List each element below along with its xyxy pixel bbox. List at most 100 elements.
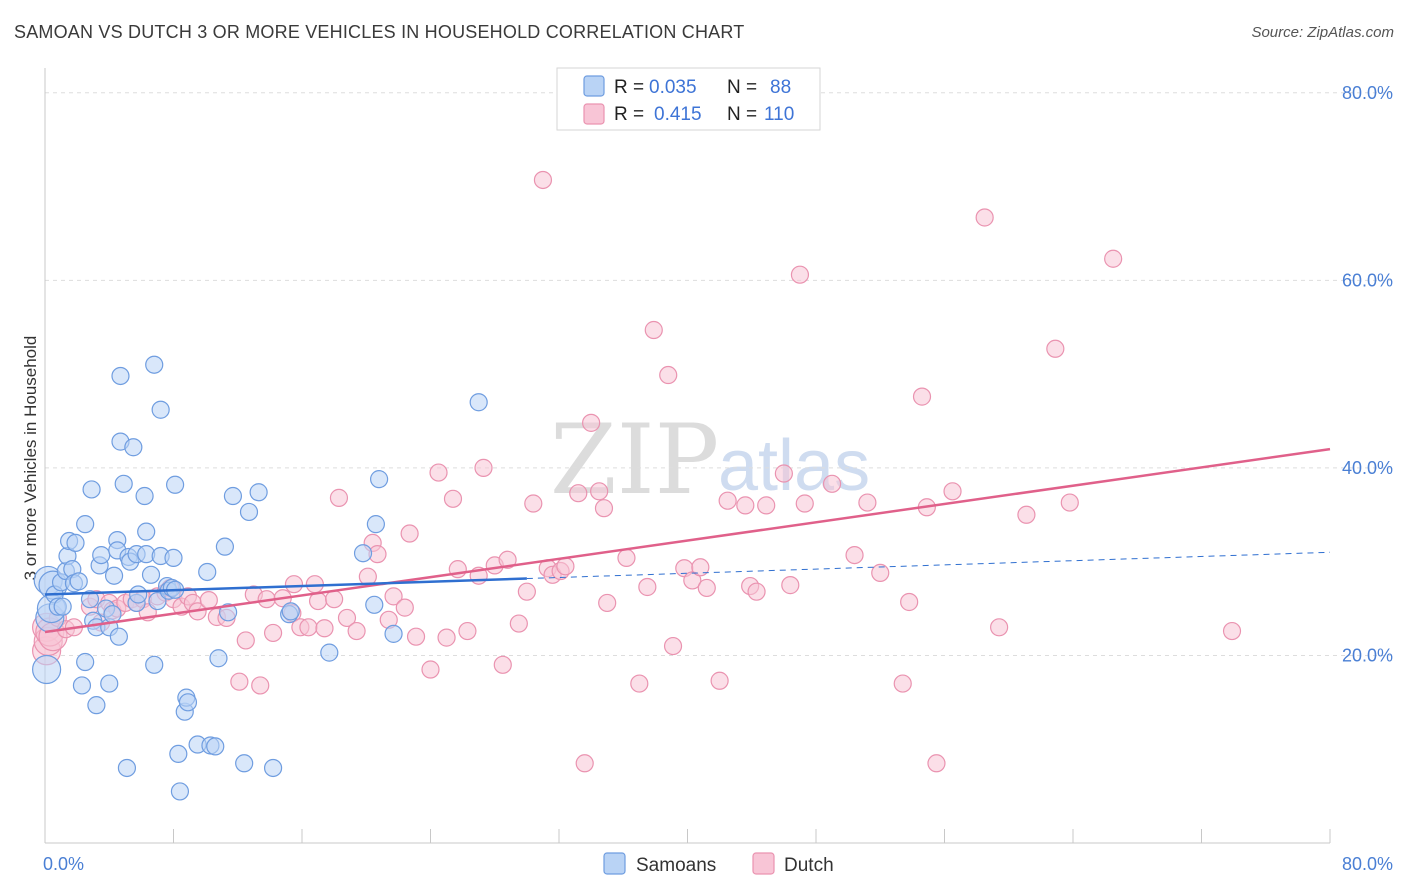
samoans-point <box>103 605 122 624</box>
chart-title: SAMOAN VS DUTCH 3 OR MORE VEHICLES IN HO… <box>14 22 745 42</box>
samoans-point <box>87 696 106 715</box>
dutch-point <box>927 754 946 773</box>
dutch-point <box>315 619 334 638</box>
dutch-point <box>617 548 636 568</box>
watermark-atlas: atlas <box>718 426 870 506</box>
dutch-point <box>337 608 357 628</box>
dutch-point <box>230 672 249 691</box>
axes <box>44 68 1331 844</box>
dutch-point <box>659 365 678 385</box>
dutch-point <box>1017 505 1036 524</box>
samoans-point <box>117 758 137 778</box>
samoans-point <box>164 548 183 568</box>
samoans-point <box>114 474 133 493</box>
samoans-point <box>111 366 130 386</box>
dutch-point <box>774 464 793 483</box>
samoans-point <box>145 355 164 374</box>
samoans-point <box>166 475 185 494</box>
dutch-trend-line <box>44 447 1331 634</box>
dutch-point <box>893 674 912 693</box>
samoans-point <box>198 562 217 582</box>
dutch-point <box>990 618 1009 637</box>
dutch-point <box>781 576 800 595</box>
series-legend-swatch-dutch <box>752 852 775 875</box>
dutch-point <box>575 754 594 773</box>
dutch-point <box>757 496 776 515</box>
x-tick-label: 0.0% <box>43 854 84 874</box>
legend-r-value-samoans: 0.035 <box>649 77 697 98</box>
samoans-point <box>151 400 170 419</box>
dutch-point <box>329 488 349 507</box>
samoans-point <box>281 602 300 621</box>
dutch-point <box>638 577 657 597</box>
dutch-point <box>474 458 493 477</box>
dutch-point <box>493 655 512 674</box>
samoans-point <box>32 654 62 685</box>
samoans-point <box>109 627 128 646</box>
dutch-point <box>845 545 864 565</box>
dutch-point <box>598 593 617 613</box>
samoans-point <box>76 515 95 534</box>
dutch-point <box>1222 621 1242 641</box>
samoans-point <box>137 522 156 541</box>
samoans-point <box>239 502 259 522</box>
gridlines <box>45 92 1392 656</box>
samoans-point <box>72 676 92 695</box>
samoans-trend-line <box>44 577 527 596</box>
y-axis-label: 3 or more Vehicles in Household <box>21 336 40 581</box>
dutch-point <box>556 557 575 576</box>
dutch-point <box>251 676 270 695</box>
dutch-point <box>710 671 729 690</box>
dutch-point <box>325 590 344 609</box>
dutch-point <box>569 484 588 503</box>
dutch-point <box>644 320 663 340</box>
samoans-point <box>219 603 238 622</box>
dutch-point <box>509 614 528 633</box>
dutch-point <box>795 494 814 513</box>
samoans-point <box>263 758 283 778</box>
legend-r-value-dutch: 0.415 <box>654 104 702 125</box>
dutch-point <box>347 621 366 641</box>
dutch-point <box>395 598 414 617</box>
samoans-point <box>82 480 101 499</box>
dutch-point <box>1060 493 1079 512</box>
series-legend-label-dutch: Dutch <box>784 855 834 876</box>
samoans-point <box>249 483 268 502</box>
source-label: Source: ZipAtlas.com <box>1251 24 1394 41</box>
dutch-point <box>630 674 649 693</box>
samoans-point <box>76 652 95 672</box>
samoans-point <box>384 624 403 643</box>
dutch-point <box>858 493 877 512</box>
samoans-point <box>141 565 161 584</box>
samoans-point <box>215 537 234 556</box>
dutch-point <box>718 491 737 510</box>
dutch-point <box>406 627 426 646</box>
samoans-point <box>148 591 167 611</box>
dutch-point <box>736 496 755 515</box>
dutch-point <box>975 208 994 227</box>
trend-lines <box>44 447 1331 634</box>
legend-n-value-dutch: 110 <box>764 104 794 125</box>
dutch-point <box>400 524 419 543</box>
legend-n-label: N = <box>727 104 757 125</box>
dutch-point <box>421 660 440 679</box>
dutch-point <box>822 474 842 493</box>
y-tick-label: 80.0% <box>1342 83 1393 103</box>
samoans-point <box>370 470 389 489</box>
samoans-point <box>366 515 385 534</box>
samoans-point <box>206 737 225 756</box>
dutch-point <box>590 482 609 501</box>
dutch-point <box>943 482 962 501</box>
samoans-point <box>469 393 488 412</box>
dutch-point <box>790 265 810 284</box>
legend-r-label: R = <box>614 77 644 98</box>
series-legend: Samoans Dutch <box>603 852 834 876</box>
series-legend-swatch-samoans <box>603 852 626 875</box>
y-tick-label: 20.0% <box>1342 645 1393 665</box>
dutch-point <box>299 618 318 637</box>
stats-legend: R = 0.035 N = 88 R = 0.415 N = 110 <box>556 67 821 131</box>
data-points <box>32 170 1242 801</box>
dutch-point <box>912 387 932 406</box>
samoans-point <box>135 486 154 506</box>
